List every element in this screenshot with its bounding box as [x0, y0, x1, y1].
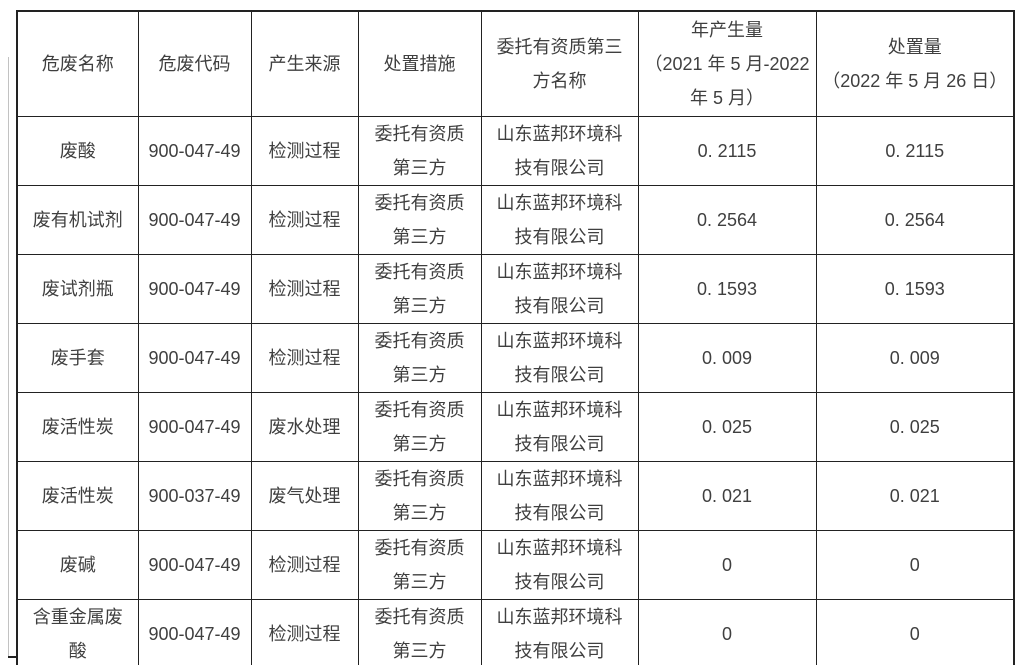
table-row: 废活性炭 900-037-49 废气处理 委托有资质 第三方 山东蓝邦环境科 技有限公司…: [16, 460, 1015, 531]
table-cell: 委托有资质 第三方: [357, 460, 482, 531]
table-cell: 委托有资质 第三方: [357, 253, 482, 324]
table-cell: 0: [637, 529, 817, 600]
table-cell: 900-047-49: [137, 391, 252, 462]
table-cell: 检测过程: [250, 253, 359, 324]
table-cell: 0. 2115: [815, 115, 1015, 186]
table-cell: 900-047-49: [137, 115, 252, 186]
table-cell: 0. 2564: [815, 184, 1015, 255]
table-cell: 山东蓝邦环境科 技有限公司: [480, 391, 639, 462]
table-header: 危废名称 危废代码 产生来源 处置措施 委托有资质第三 方名称 年产生量 （2021 年 …: [16, 10, 1015, 117]
column-header-2: 危废代码: [137, 10, 252, 117]
column-header-5: 委托有资质第三 方名称: [480, 10, 639, 117]
column-header-1: 危废名称: [16, 10, 139, 117]
table-cell: 0. 2115: [637, 115, 817, 186]
table-cell: 山东蓝邦环境科 技有限公司: [480, 460, 639, 531]
table-cell: 900-047-49: [137, 529, 252, 600]
table-cell: 废活性炭: [16, 460, 139, 531]
table-cell: 山东蓝邦环境科 技有限公司: [480, 253, 639, 324]
table-cell: 0. 025: [815, 391, 1015, 462]
table-cell: 0. 009: [637, 322, 817, 393]
table-cell: 检测过程: [250, 115, 359, 186]
column-header-6: 年产生量 （2021 年 5 月-2022 年 5 月）: [637, 10, 817, 117]
column-header-3: 产生来源: [250, 10, 359, 117]
table-cell: 委托有资质 第三方: [357, 529, 482, 600]
table-row: 废试剂瓶 900-047-49 检测过程 委托有资质 第三方 山东蓝邦环境科 技有限公司…: [16, 253, 1015, 324]
table-row: 废酸 900-047-49 检测过程 委托有资质 第三方 山东蓝邦环境科 技有限公司 0.…: [16, 115, 1015, 186]
table-cell: 废水处理: [250, 391, 359, 462]
table-cell: 0. 009: [815, 322, 1015, 393]
table-cell: 0: [815, 598, 1015, 665]
table-cell: 废手套: [16, 322, 139, 393]
table-cell: 900-047-49: [137, 598, 252, 665]
table-row: 废碱 900-047-49 检测过程 委托有资质 第三方 山东蓝邦环境科 技有限公司 0 0: [16, 529, 1015, 600]
table-cell: 废有机试剂: [16, 184, 139, 255]
table-cell: 山东蓝邦环境科 技有限公司: [480, 529, 639, 600]
cropped-column-edge: [8, 57, 9, 658]
table-cell: 废试剂瓶: [16, 253, 139, 324]
table-cell: 900-047-49: [137, 253, 252, 324]
table-cell: 0. 1593: [637, 253, 817, 324]
table-cell: 检测过程: [250, 322, 359, 393]
table-header-row: 危废名称 危废代码 产生来源 处置措施 委托有资质第三 方名称 年产生量 （2021 年 …: [16, 10, 1015, 117]
table-cell: 委托有资质 第三方: [357, 184, 482, 255]
table-cell: 委托有资质 第三方: [357, 598, 482, 665]
table-cell: 0. 021: [637, 460, 817, 531]
table-cell: 0. 2564: [637, 184, 817, 255]
table-row: 废有机试剂 900-047-49 检测过程 委托有资质 第三方 山东蓝邦环境科 技有限公…: [16, 184, 1015, 255]
table-cell: 废酸: [16, 115, 139, 186]
table-cell: 0. 025: [637, 391, 817, 462]
table-row: 废活性炭 900-047-49 废水处理 委托有资质 第三方 山东蓝邦环境科 技有限公司…: [16, 391, 1015, 462]
hazardous-waste-table: 危废名称 危废代码 产生来源 处置措施 委托有资质第三 方名称 年产生量 （2021 年 …: [16, 10, 1015, 665]
table-cell: 委托有资质 第三方: [357, 322, 482, 393]
column-header-4: 处置措施: [357, 10, 482, 117]
table-cell: 检测过程: [250, 529, 359, 600]
table-cell: 900-047-49: [137, 184, 252, 255]
table-body: 废酸 900-047-49 检测过程 委托有资质 第三方 山东蓝邦环境科 技有限公司 0.…: [16, 115, 1015, 665]
table-cell: 检测过程: [250, 598, 359, 665]
table-cell: 委托有资质 第三方: [357, 115, 482, 186]
column-header-7: 处置量 （2022 年 5 月 26 日）: [815, 10, 1015, 117]
table-cell: 0: [815, 529, 1015, 600]
table-cell: 含重金属废 酸: [16, 598, 139, 665]
table-cell: 0: [637, 598, 817, 665]
table-cell: 山东蓝邦环境科 技有限公司: [480, 598, 639, 665]
table-row: 废手套 900-047-49 检测过程 委托有资质 第三方 山东蓝邦环境科 技有限公司 0…: [16, 322, 1015, 393]
table-cell: 山东蓝邦环境科 技有限公司: [480, 115, 639, 186]
table-cell: 废气处理: [250, 460, 359, 531]
table-cell: 0. 1593: [815, 253, 1015, 324]
table-row: 含重金属废 酸 900-047-49 检测过程 委托有资质 第三方 山东蓝邦环境科 技有…: [16, 598, 1015, 665]
table-cell: 900-047-49: [137, 322, 252, 393]
table-cell: 900-037-49: [137, 460, 252, 531]
table-cell: 0. 021: [815, 460, 1015, 531]
table-cell: 废碱: [16, 529, 139, 600]
table-cell: 废活性炭: [16, 391, 139, 462]
table-cell: 山东蓝邦环境科 技有限公司: [480, 322, 639, 393]
cropped-column-bottom-border: [8, 656, 18, 658]
table-cell: 委托有资质 第三方: [357, 391, 482, 462]
table-cell: 山东蓝邦环境科 技有限公司: [480, 184, 639, 255]
table-cell: 检测过程: [250, 184, 359, 255]
